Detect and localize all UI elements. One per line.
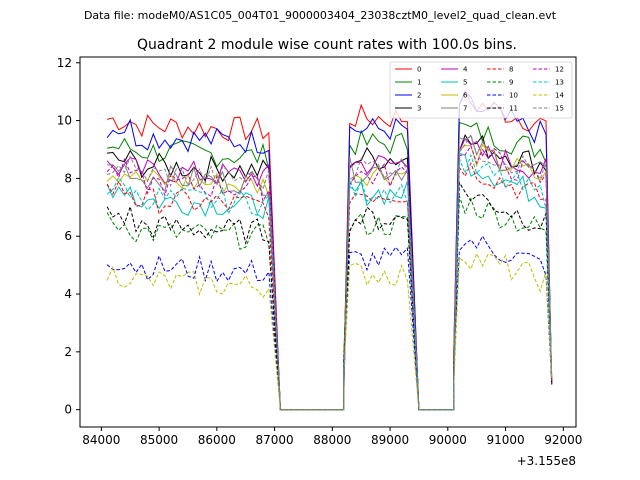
legend-label-9: 9	[509, 79, 513, 87]
legend-label-2: 2	[417, 92, 421, 100]
legend-label-3: 3	[417, 105, 421, 113]
series-line-2	[106, 91, 553, 411]
series-line-8	[106, 161, 553, 411]
y-tick-label: 0	[64, 403, 72, 417]
x-tick-label: 86000	[198, 433, 236, 447]
x-tick-label: 91000	[486, 433, 524, 447]
series-line-10	[106, 235, 553, 411]
legend-label-5: 5	[463, 79, 467, 87]
x-tick-label: 92000	[544, 433, 582, 447]
series-line-0	[106, 89, 553, 411]
legend-label-1: 1	[417, 79, 421, 87]
series-line-13	[106, 153, 553, 411]
legend-label-4: 4	[463, 66, 468, 74]
legend-label-10: 10	[509, 92, 518, 100]
series-line-1	[106, 121, 553, 411]
y-tick-label: 8	[64, 171, 72, 185]
x-offset-label: +3.155e8	[517, 454, 576, 468]
legend-label-13: 13	[555, 79, 564, 87]
x-tick-label: 89000	[371, 433, 409, 447]
y-tick-label: 10	[57, 114, 72, 128]
x-tick-label: 84000	[82, 433, 120, 447]
series-line-15	[106, 133, 553, 411]
y-tick-label: 12	[57, 56, 72, 70]
legend-label-6: 6	[463, 92, 468, 100]
x-tick-label: 85000	[140, 433, 178, 447]
x-tick-label: 87000	[255, 433, 293, 447]
legend-box	[389, 61, 573, 119]
x-tick-label: 88000	[313, 433, 351, 447]
x-tick-label: 90000	[429, 433, 467, 447]
y-tick-label: 6	[64, 229, 72, 243]
legend-label-11: 11	[509, 105, 518, 113]
series-line-12	[106, 144, 553, 411]
legend-label-8: 8	[509, 66, 513, 74]
series-line-9	[106, 195, 553, 411]
series-line-11	[106, 180, 553, 411]
y-tick-label: 4	[64, 287, 72, 301]
chart-suptitle: Data file: modeM0/AS1C05_004T01_90000034…	[84, 9, 557, 22]
series-line-14	[106, 252, 553, 411]
chart-title: Quadrant 2 module wise count rates with …	[137, 37, 517, 53]
x-axis: 84000 85000 86000 87000 88000 89000 90000 91000…	[82, 427, 582, 447]
legend-label-7: 7	[463, 105, 467, 113]
plot-frame	[79, 56, 577, 428]
y-axis: 0 2 4 6 8 10 12	[57, 56, 80, 417]
legend-label-15: 15	[555, 105, 564, 113]
y-tick-label: 2	[64, 345, 72, 359]
legend-label-0: 0	[417, 66, 421, 74]
legend-label-12: 12	[555, 66, 564, 74]
plot-lines	[106, 89, 553, 411]
legend-label-14: 14	[555, 92, 564, 100]
